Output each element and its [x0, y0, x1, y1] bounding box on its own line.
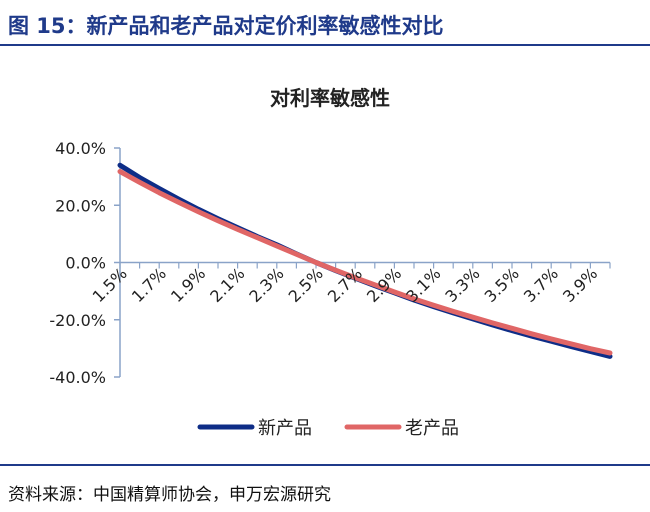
x-tick-label: 2.1% [206, 264, 248, 306]
x-tick-label: 3.7% [520, 264, 562, 306]
sensitivity-line-chart: 对利率敏感性 40.0% 20.0% 0.0% -20.0% -40.0% 1.5%1.… [49, 86, 613, 439]
x-tick-label: 3.3% [441, 264, 483, 306]
x-axis-labels: 1.5%1.7%1.9%2.1%2.3%2.5%2.7%2.9%3.1%3.3%… [89, 264, 602, 306]
legend: 新产品 老产品 [197, 418, 459, 439]
title-divider [0, 44, 650, 46]
x-tick-label: 1.9% [167, 264, 209, 306]
axes [114, 147, 611, 378]
source-note: 资料来源：中国精算师协会，申万宏源研究 [8, 485, 331, 505]
source-divider [0, 464, 650, 466]
x-tick-label: 2.5% [285, 264, 327, 306]
x-tick-label: 3.5% [481, 264, 523, 306]
figure-title: 图 15：新产品和老产品对定价利率敏感性对比 [8, 14, 444, 38]
y-tick-label: 0.0% [65, 254, 106, 273]
series-line-old [117, 169, 613, 356]
y-tick-label: -40.0% [49, 368, 106, 387]
series-line-new [117, 162, 613, 359]
series-lines [117, 162, 613, 359]
legend-label-old: 老产品 [405, 418, 459, 439]
x-tick-label: 1.7% [128, 264, 170, 306]
x-tick-label: 2.3% [245, 264, 287, 306]
y-tick-label: 20.0% [55, 196, 106, 215]
x-tick-label: 3.9% [559, 264, 601, 306]
y-tick-label: 40.0% [55, 139, 106, 158]
chart-title: 对利率敏感性 [270, 86, 390, 110]
x-tick-label: 2.9% [363, 264, 405, 306]
y-axis-labels: 40.0% 20.0% 0.0% -20.0% -40.0% [49, 139, 106, 387]
legend-label-new: 新产品 [258, 418, 312, 439]
y-tick-label: -20.0% [49, 311, 106, 330]
